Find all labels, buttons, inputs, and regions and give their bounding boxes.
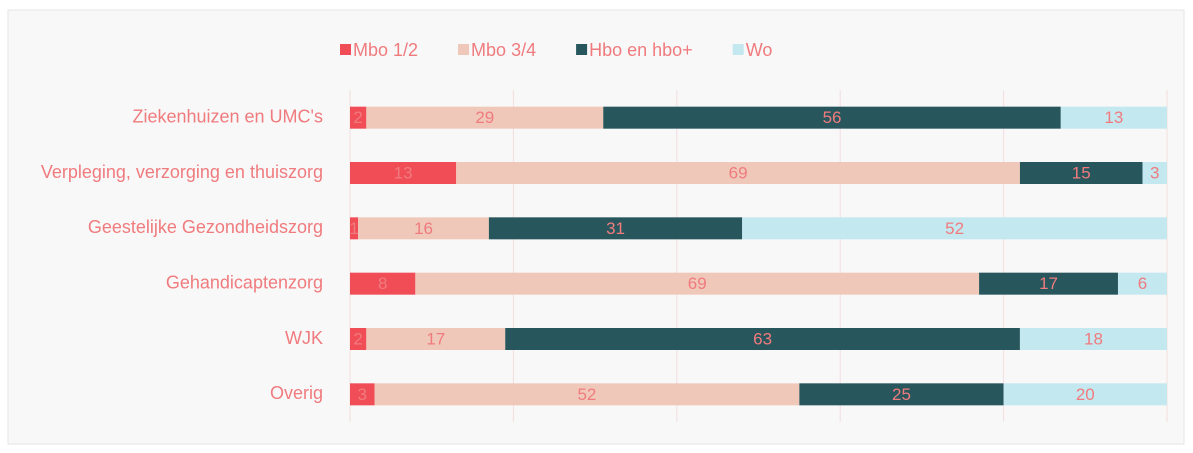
value-label: 17 bbox=[1039, 274, 1058, 293]
value-label: 2 bbox=[353, 108, 362, 127]
legend-swatch bbox=[576, 44, 588, 55]
value-label: 15 bbox=[1072, 163, 1091, 182]
value-label: 56 bbox=[823, 108, 842, 127]
bar-segment bbox=[415, 272, 980, 295]
legend-label: Mbo 3/4 bbox=[471, 40, 536, 60]
value-label: 16 bbox=[414, 219, 433, 238]
value-label: 63 bbox=[753, 329, 772, 348]
bar-segment bbox=[1142, 162, 1167, 184]
legend-label: Hbo en hbo+ bbox=[589, 40, 693, 60]
bar-segment bbox=[350, 162, 457, 184]
legend-swatch bbox=[340, 44, 351, 55]
bar-segment bbox=[799, 383, 1004, 406]
value-label: 2 bbox=[353, 329, 362, 348]
bar-segment bbox=[603, 106, 1061, 129]
bar-segment bbox=[1060, 106, 1167, 129]
value-label: 6 bbox=[1138, 274, 1147, 293]
bar-segment bbox=[366, 328, 506, 350]
value-label: 13 bbox=[1104, 108, 1123, 127]
value-label: 17 bbox=[426, 329, 445, 348]
bar-segment bbox=[374, 383, 800, 406]
bar-segment bbox=[350, 272, 416, 295]
bar-segment bbox=[350, 106, 367, 129]
bar-segment bbox=[505, 328, 1020, 350]
value-label: 52 bbox=[577, 385, 596, 404]
category-label: Gehandicaptenzorg bbox=[166, 272, 323, 292]
bar-segment bbox=[742, 217, 1167, 240]
value-label: 8 bbox=[378, 274, 387, 293]
bar-segment bbox=[350, 217, 359, 240]
value-label: 3 bbox=[1150, 163, 1159, 182]
value-label: 69 bbox=[688, 274, 707, 293]
legend-label: Wo bbox=[746, 40, 773, 60]
value-label: 1 bbox=[349, 219, 358, 238]
value-label: 69 bbox=[729, 163, 748, 182]
category-label: Verpleging, verzorging en thuiszorg bbox=[41, 162, 323, 182]
category-label: WJK bbox=[285, 328, 323, 348]
value-label: 31 bbox=[606, 219, 625, 238]
bar-segment bbox=[488, 217, 743, 240]
value-label: 52 bbox=[945, 219, 964, 238]
category-label: Overig bbox=[270, 383, 323, 403]
bar-segment bbox=[1019, 328, 1167, 350]
value-label: 20 bbox=[1076, 385, 1095, 404]
bar-segment bbox=[1003, 383, 1167, 406]
value-label: 18 bbox=[1084, 329, 1103, 348]
category-label: Geestelijke Gezondheidszorg bbox=[88, 217, 323, 237]
bar-segment bbox=[366, 106, 604, 129]
bar-segment bbox=[358, 217, 489, 240]
category-label: Ziekenhuizen en UMC's bbox=[132, 106, 323, 126]
value-label: 3 bbox=[358, 385, 367, 404]
bar-segment bbox=[456, 162, 1020, 184]
bar-segment bbox=[350, 328, 367, 350]
legend-label: Mbo 1/2 bbox=[353, 40, 418, 60]
value-label: 29 bbox=[475, 108, 494, 127]
bar-segment bbox=[1019, 162, 1143, 184]
legend-swatch bbox=[458, 44, 470, 55]
value-label: 13 bbox=[394, 163, 413, 182]
legend-swatch bbox=[732, 44, 744, 55]
value-label: 25 bbox=[892, 385, 911, 404]
bar-segment bbox=[979, 272, 1118, 295]
bar-segment bbox=[350, 383, 375, 406]
bar-segment bbox=[1117, 272, 1167, 295]
